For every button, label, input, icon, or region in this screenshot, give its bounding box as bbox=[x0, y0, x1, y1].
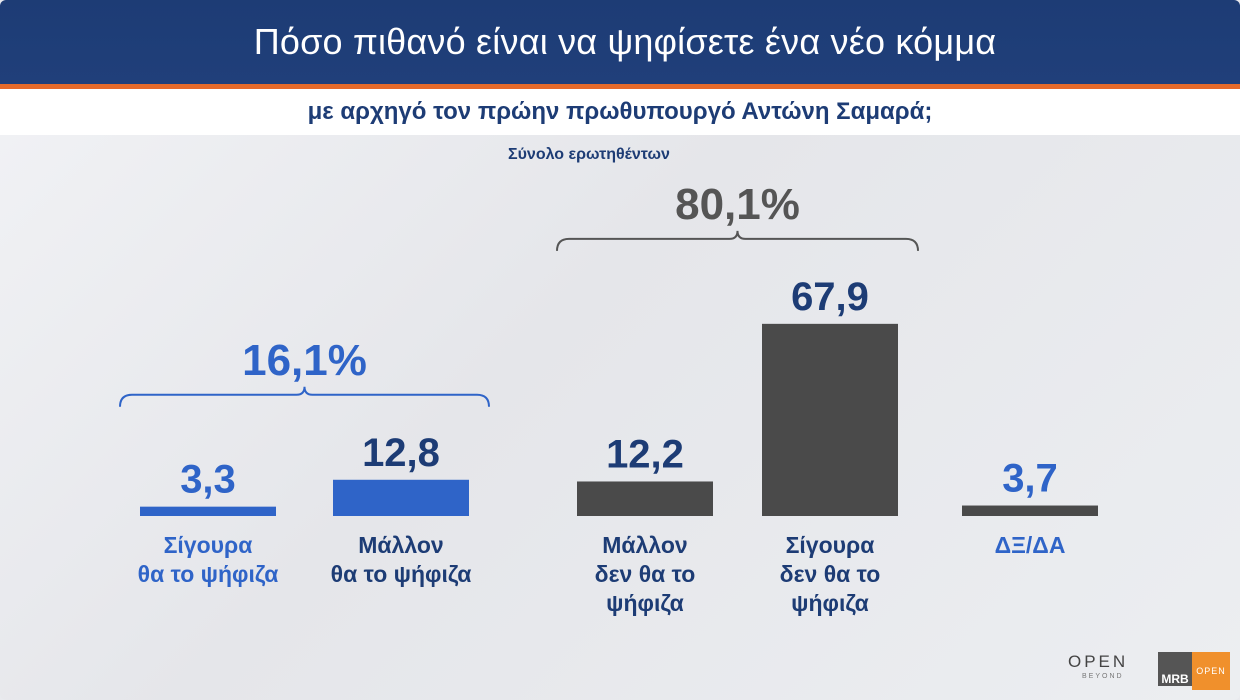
bar-5 bbox=[962, 505, 1098, 516]
value-label-2: 12,8 bbox=[362, 431, 440, 475]
category-label-3: Μάλλον δεν θα το ψήφιζα bbox=[594, 532, 696, 616]
bar-2 bbox=[333, 479, 469, 516]
value-label-3: 12,2 bbox=[606, 432, 684, 476]
base-label: Σύνολο ερωτηθέντων bbox=[508, 146, 670, 163]
bar-1 bbox=[140, 506, 276, 516]
title-bar: Πόσο πιθανό είναι να ψηφίσετε ένα νέο κό… bbox=[0, 0, 1240, 84]
open-tv-logo: OPEN bbox=[1192, 652, 1230, 690]
value-label-5: 3,7 bbox=[1002, 457, 1058, 501]
chart-title: Πόσο πιθανό είναι να ψηφίσετε ένα νέο κό… bbox=[253, 21, 997, 62]
group-total-1: 16,1% bbox=[242, 336, 367, 385]
accent-divider bbox=[0, 84, 1240, 89]
value-label-1: 3,3 bbox=[180, 458, 236, 502]
category-label-5: ΔΞ/ΔΑ bbox=[994, 532, 1066, 558]
category-label-2: Μάλλον θα το ψήφιζα bbox=[330, 532, 472, 587]
group-total-2: 80,1% bbox=[675, 180, 800, 229]
subtitle-bar: με αρχηγό τον πρώην πρωθυπουργό Αντώνη Σ… bbox=[0, 89, 1240, 135]
bar-4 bbox=[762, 323, 898, 516]
group-brace-2 bbox=[556, 230, 919, 251]
bar-3 bbox=[577, 481, 713, 516]
open-logo: OPEN bbox=[1068, 652, 1129, 671]
group-brace-1 bbox=[119, 386, 490, 407]
category-label-4: Σίγουρα δεν θα το ψήφιζα bbox=[779, 532, 881, 616]
open-logo-sub: BEYOND bbox=[1082, 673, 1124, 680]
category-label-1: Σίγουρα θα το ψήφιζα bbox=[137, 532, 279, 587]
chart-subtitle: με αρχηγό τον πρώην πρωθυπουργό Αντώνη Σ… bbox=[307, 98, 933, 125]
value-label-4: 67,9 bbox=[791, 275, 869, 319]
mrb-logo: MRB bbox=[1158, 652, 1192, 686]
